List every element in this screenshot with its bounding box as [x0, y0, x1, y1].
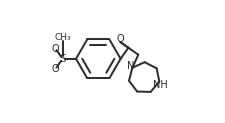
Text: O: O: [116, 34, 124, 45]
Text: CH₃: CH₃: [54, 33, 71, 42]
Text: S: S: [59, 54, 66, 64]
Text: N: N: [127, 61, 134, 71]
Text: NH: NH: [153, 80, 167, 90]
Text: O: O: [51, 44, 59, 54]
Text: O: O: [51, 64, 59, 74]
